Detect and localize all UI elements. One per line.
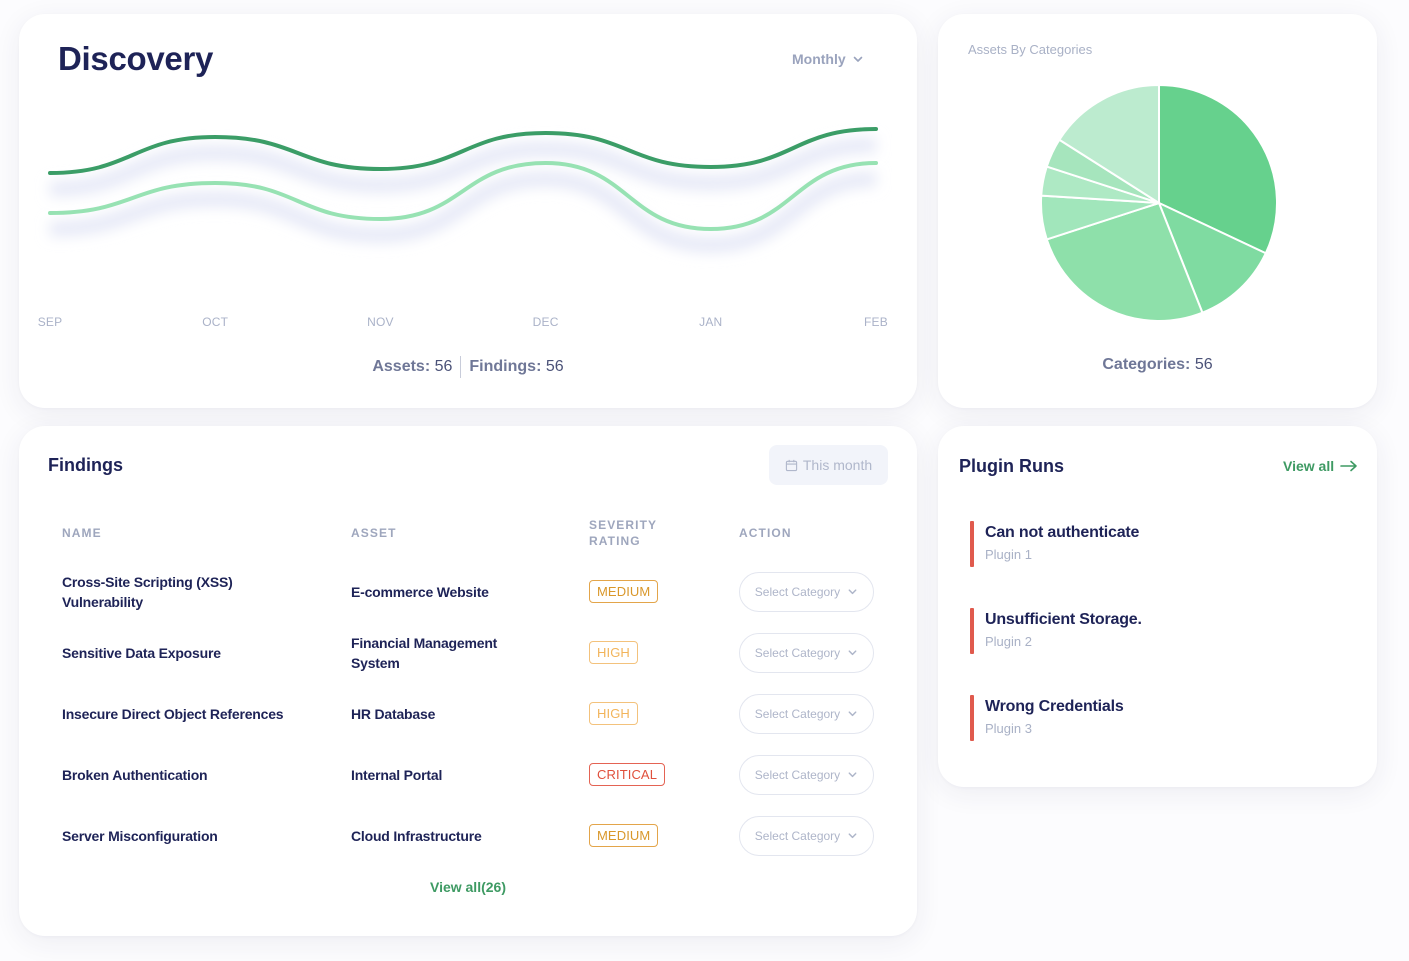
table-row: Cross-Site Scripting (XSS) Vulnerability… bbox=[19, 561, 917, 622]
series-line-assets bbox=[48, 127, 878, 175]
chevron-down-icon bbox=[848, 711, 857, 717]
stat-divider bbox=[460, 356, 462, 378]
findings-card: Findings This month Name Asset Severity … bbox=[19, 426, 917, 936]
findings-view-all-link[interactable]: View all(26) bbox=[429, 879, 506, 895]
severity-badge: MEDIUM bbox=[589, 580, 659, 603]
severity-badge: HIGH bbox=[589, 641, 638, 664]
categories-stat-label: Categories: bbox=[1102, 356, 1191, 373]
plugin-run-item[interactable]: Can not authenticate Plugin 1 bbox=[970, 521, 1350, 567]
finding-asset: HR Database bbox=[351, 705, 436, 722]
column-header-name: Name bbox=[62, 526, 102, 540]
category-select-label: Select Category bbox=[754, 645, 841, 660]
plugin-run-item[interactable]: Wrong Credentials Plugin 3 bbox=[970, 695, 1350, 741]
categories-title: Assets By Categories bbox=[968, 42, 1093, 57]
finding-name: Server Misconfiguration bbox=[62, 827, 218, 844]
severity-badge: MEDIUM bbox=[589, 824, 659, 847]
table-row: Server Misconfiguration Cloud Infrastruc… bbox=[19, 805, 917, 866]
finding-name: Sensitive Data Exposure bbox=[62, 644, 221, 661]
category-select[interactable]: Select Category bbox=[739, 815, 874, 856]
category-select[interactable]: Select Category bbox=[739, 632, 874, 673]
pie-slice[interactable] bbox=[1158, 84, 1278, 255]
chevron-down-icon bbox=[848, 833, 857, 839]
plugin-run-subtitle: Plugin 1 bbox=[985, 547, 1032, 562]
discovery-line-chart bbox=[48, 127, 878, 253]
category-select[interactable]: Select Category bbox=[739, 754, 874, 795]
table-row: Sensitive Data Exposure Financial Manage… bbox=[19, 622, 917, 683]
finding-asset: Internal Portal bbox=[351, 766, 443, 783]
period-dropdown-label: Monthly bbox=[792, 51, 846, 67]
category-select-label: Select Category bbox=[754, 767, 841, 782]
series-line-findings bbox=[48, 160, 878, 232]
date-filter-button[interactable]: This month bbox=[769, 445, 888, 485]
column-header-action: Action bbox=[739, 526, 792, 540]
date-filter-label: This month bbox=[802, 457, 873, 473]
severity-badge: HIGH bbox=[589, 702, 638, 725]
findings-stat-label: Findings: bbox=[469, 358, 542, 375]
series-shadow bbox=[49, 171, 877, 253]
chevron-down-icon bbox=[853, 56, 862, 62]
assets-stat-value: 56 bbox=[434, 358, 453, 375]
x-axis-tick-label: NOV bbox=[367, 315, 394, 329]
category-select-label: Select Category bbox=[754, 706, 841, 721]
categories-pie-chart bbox=[1040, 84, 1278, 322]
categories-stat-value: 56 bbox=[1194, 356, 1213, 373]
finding-asset: E-commerce Website bbox=[351, 583, 489, 600]
column-header-asset: Asset bbox=[351, 526, 397, 540]
calendar-icon bbox=[785, 459, 798, 471]
x-axis-tick-label: DEC bbox=[532, 315, 559, 329]
x-axis-tick-label: FEB bbox=[864, 315, 888, 329]
x-axis-tick-label: OCT bbox=[202, 315, 229, 329]
view-all-label: View all bbox=[1283, 458, 1335, 474]
plugin-run-item[interactable]: Unsufficient Storage. Plugin 2 bbox=[970, 608, 1350, 654]
plugin-runs-card: Plugin Runs View all Can not authenticat… bbox=[938, 426, 1377, 787]
discovery-card: Discovery Monthly SEP OCT NOV DEC JAN FEB Ass… bbox=[19, 14, 917, 408]
category-select[interactable]: Select Category bbox=[739, 693, 874, 734]
table-row: Insecure Direct Object References HR Dat… bbox=[19, 683, 917, 744]
plugin-runs-view-all-link[interactable]: View all bbox=[1283, 458, 1358, 474]
finding-name: Insecure Direct Object References bbox=[62, 705, 284, 722]
finding-asset: Financial Management System bbox=[351, 634, 498, 671]
category-select-label: Select Category bbox=[754, 828, 841, 843]
discovery-stats: Assets: 56 Findings: 56 bbox=[19, 356, 917, 378]
plugin-run-title: Wrong Credentials bbox=[985, 698, 1124, 715]
series-shadow bbox=[49, 138, 877, 196]
plugin-run-title: Can not authenticate bbox=[985, 524, 1140, 541]
pie-slice[interactable] bbox=[1158, 202, 1267, 314]
plugin-run-subtitle: Plugin 3 bbox=[985, 721, 1032, 736]
severity-badge: CRITICAL bbox=[589, 763, 666, 786]
x-axis-tick-label: JAN bbox=[699, 315, 723, 329]
findings-stat-value: 56 bbox=[545, 358, 564, 375]
pie-slice[interactable] bbox=[1058, 84, 1160, 204]
category-select[interactable]: Select Category bbox=[739, 571, 874, 612]
categories-stats: Categories: 56 bbox=[938, 356, 1377, 374]
assets-stat-label: Assets: bbox=[372, 358, 431, 375]
finding-name: Cross-Site Scripting (XSS) Vulnerability bbox=[62, 573, 233, 610]
table-row: Broken Authentication Internal Portal CR… bbox=[19, 744, 917, 805]
chevron-down-icon bbox=[848, 772, 857, 778]
discovery-title: Discovery bbox=[58, 40, 214, 77]
plugin-runs-title: Plugin Runs bbox=[959, 456, 1064, 476]
plugin-run-title: Unsufficient Storage. bbox=[985, 611, 1142, 628]
chevron-down-icon bbox=[848, 589, 857, 595]
findings-title: Findings bbox=[48, 455, 123, 475]
category-select-label: Select Category bbox=[754, 584, 841, 599]
status-indicator bbox=[970, 521, 974, 567]
column-header-severity: Severity Rating bbox=[589, 518, 657, 548]
categories-card: Assets By Categories Categories: 56 bbox=[938, 14, 1377, 408]
plugin-run-subtitle: Plugin 2 bbox=[985, 634, 1032, 649]
finding-asset: Cloud Infrastructure bbox=[351, 827, 482, 844]
period-dropdown[interactable]: Monthly bbox=[792, 51, 864, 67]
chevron-down-icon bbox=[848, 650, 857, 656]
x-axis-tick-label: SEP bbox=[37, 315, 63, 329]
status-indicator bbox=[970, 608, 974, 654]
pie-slice[interactable] bbox=[1045, 202, 1204, 322]
arrow-right-icon bbox=[1340, 460, 1357, 472]
status-indicator bbox=[970, 695, 974, 741]
finding-name: Broken Authentication bbox=[62, 766, 208, 783]
